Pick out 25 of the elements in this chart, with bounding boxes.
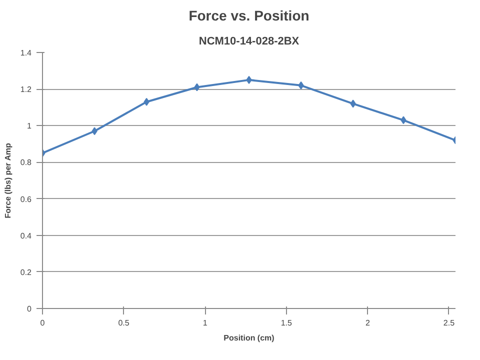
y-tick-label: 0 — [27, 304, 32, 314]
chart-subtitle: NCM10-14-028-2BX — [198, 36, 300, 48]
x-tick-label: 0 — [40, 318, 46, 328]
point — [92, 127, 98, 136]
x-tick-label: 0.5 — [118, 318, 130, 328]
y-axis-title: Force (lbs) per Amp — [3, 142, 12, 218]
y-tick-label: 1 — [27, 122, 32, 131]
point — [400, 116, 406, 124]
x-tick-label: 2.5 — [443, 318, 456, 328]
point — [144, 98, 150, 106]
point — [246, 76, 252, 84]
x-axis-title: Position (cm) — [224, 334, 275, 342]
x-tick-label: 1.5 — [280, 318, 293, 328]
y-tick-label: 1.4 — [20, 48, 32, 58]
chart-title: Force vs. Position — [188, 8, 310, 24]
y-tick-label: 0.2 — [20, 268, 32, 277]
point — [298, 81, 304, 90]
point — [194, 83, 200, 92]
x-tick-label: 1 — [202, 318, 208, 328]
y-tick-label: 0.8 — [20, 158, 32, 168]
point — [350, 100, 356, 108]
y-tick-label: 0.6 — [20, 194, 32, 204]
x-tick-label: 2 — [365, 318, 370, 328]
y-tick-label: 0.4 — [20, 231, 32, 240]
y-tick-label: 1.2 — [20, 85, 32, 94]
